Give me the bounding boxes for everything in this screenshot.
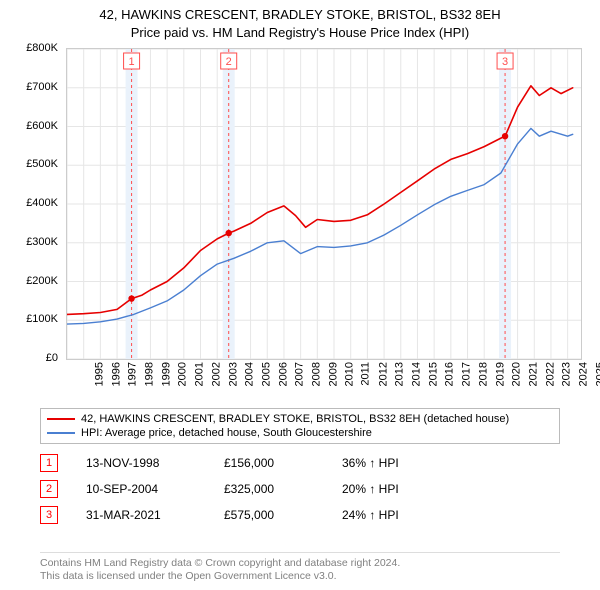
sale-price: £325,000 bbox=[224, 482, 314, 496]
plot-area: 1 2 3 bbox=[66, 48, 582, 360]
x-tick-label: 2024 bbox=[577, 362, 589, 386]
legend: 42, HAWKINS CRESCENT, BRADLEY STOKE, BRI… bbox=[40, 408, 560, 444]
svg-text:3: 3 bbox=[502, 56, 508, 68]
x-tick-label: 2023 bbox=[561, 362, 573, 386]
x-tick-label: 2000 bbox=[177, 362, 189, 386]
x-tick-label: 2020 bbox=[511, 362, 523, 386]
y-tick-label: £400K bbox=[26, 197, 58, 209]
plot-svg: 1 2 3 bbox=[67, 49, 581, 359]
sale-pct: 36% ↑ HPI bbox=[342, 456, 442, 470]
footer-line-2: This data is licensed under the Open Gov… bbox=[40, 570, 560, 584]
sale-row: 2 10-SEP-2004 £325,000 20% ↑ HPI bbox=[40, 476, 560, 502]
x-tick-label: 2014 bbox=[411, 362, 423, 386]
sale-price: £156,000 bbox=[224, 456, 314, 470]
y-axis-labels: £0£100K£200K£300K£400K£500K£600K£700K£80… bbox=[18, 48, 62, 400]
x-tick-label: 1997 bbox=[127, 362, 139, 386]
legend-row: HPI: Average price, detached house, Sout… bbox=[47, 426, 553, 440]
x-axis-labels: 1995 1996 1997 1998 1999 2000 2001 2002 2003 2004… bbox=[66, 362, 582, 400]
sale-date: 31-MAR-2021 bbox=[86, 508, 196, 522]
title-line-2: Price paid vs. HM Land Registry's House … bbox=[0, 24, 600, 42]
y-tick-label: £100K bbox=[26, 313, 58, 325]
x-tick-label: 2021 bbox=[527, 362, 539, 386]
footer-line-1: Contains HM Land Registry data © Crown c… bbox=[40, 557, 560, 571]
x-tick-label: 2011 bbox=[360, 362, 372, 386]
x-tick-label: 2004 bbox=[244, 362, 256, 386]
x-tick-label: 2018 bbox=[477, 362, 489, 386]
x-tick-label: 2012 bbox=[377, 362, 389, 386]
x-tick-label: 2005 bbox=[260, 362, 272, 386]
x-tick-label: 2019 bbox=[494, 362, 506, 386]
y-tick-label: £300K bbox=[26, 236, 58, 248]
legend-row: 42, HAWKINS CRESCENT, BRADLEY STOKE, BRI… bbox=[47, 412, 553, 426]
legend-swatch bbox=[47, 432, 75, 434]
sales-table: 1 13-NOV-1998 £156,000 36% ↑ HPI 2 10-SEP-200… bbox=[40, 450, 560, 528]
legend-label: 42, HAWKINS CRESCENT, BRADLEY STOKE, BRI… bbox=[81, 413, 509, 425]
y-tick-label: £700K bbox=[26, 81, 58, 93]
chart-area: £0£100K£200K£300K£400K£500K£600K£700K£80… bbox=[18, 48, 582, 400]
y-tick-label: £0 bbox=[46, 352, 58, 364]
x-tick-label: 2010 bbox=[344, 362, 356, 386]
legend-label: HPI: Average price, detached house, Sout… bbox=[81, 427, 372, 439]
x-tick-label: 2003 bbox=[227, 362, 239, 386]
x-tick-label: 1998 bbox=[144, 362, 156, 386]
x-tick-label: 1995 bbox=[93, 362, 105, 386]
sale-row: 3 31-MAR-2021 £575,000 24% ↑ HPI bbox=[40, 502, 560, 528]
legend-swatch bbox=[47, 418, 75, 420]
x-tick-label: 2007 bbox=[294, 362, 306, 386]
x-tick-label: 2008 bbox=[310, 362, 322, 386]
y-tick-label: £600K bbox=[26, 120, 58, 132]
sale-pct: 24% ↑ HPI bbox=[342, 508, 442, 522]
title-block: 42, HAWKINS CRESCENT, BRADLEY STOKE, BRI… bbox=[0, 0, 600, 41]
x-tick-label: 2001 bbox=[194, 362, 206, 386]
sale-pct: 20% ↑ HPI bbox=[342, 482, 442, 496]
sale-row: 1 13-NOV-1998 £156,000 36% ↑ HPI bbox=[40, 450, 560, 476]
x-tick-label: 2015 bbox=[427, 362, 439, 386]
y-tick-label: £200K bbox=[26, 275, 58, 287]
x-tick-label: 2016 bbox=[444, 362, 456, 386]
y-tick-label: £800K bbox=[26, 42, 58, 54]
x-tick-label: 2013 bbox=[394, 362, 406, 386]
x-tick-label: 1999 bbox=[160, 362, 172, 386]
x-tick-label: 2002 bbox=[210, 362, 222, 386]
title-line-1: 42, HAWKINS CRESCENT, BRADLEY STOKE, BRI… bbox=[0, 6, 600, 24]
sale-price: £575,000 bbox=[224, 508, 314, 522]
y-tick-label: £500K bbox=[26, 158, 58, 170]
x-tick-label: 2022 bbox=[544, 362, 556, 386]
sale-date: 10-SEP-2004 bbox=[86, 482, 196, 496]
x-tick-label: 1996 bbox=[110, 362, 122, 386]
page-root: 42, HAWKINS CRESCENT, BRADLEY STOKE, BRI… bbox=[0, 0, 600, 590]
sale-marker-box: 1 bbox=[40, 454, 58, 472]
sale-date: 13-NOV-1998 bbox=[86, 456, 196, 470]
x-tick-label: 2025 bbox=[594, 362, 600, 386]
svg-text:1: 1 bbox=[129, 56, 135, 68]
x-tick-label: 2006 bbox=[277, 362, 289, 386]
sale-marker-box: 2 bbox=[40, 480, 58, 498]
x-tick-label: 2017 bbox=[461, 362, 473, 386]
svg-text:2: 2 bbox=[226, 56, 232, 68]
x-tick-label: 2009 bbox=[327, 362, 339, 386]
sale-marker-box: 3 bbox=[40, 506, 58, 524]
footer-attribution: Contains HM Land Registry data © Crown c… bbox=[40, 552, 560, 584]
